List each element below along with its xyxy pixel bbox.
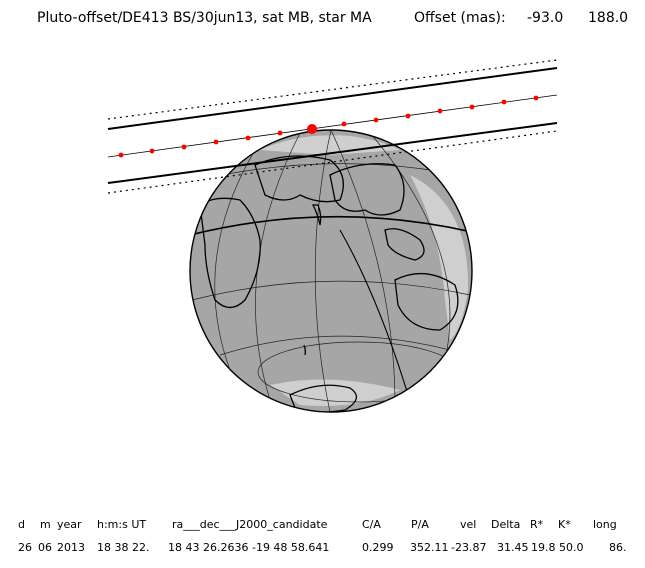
col-header: R* xyxy=(530,518,544,531)
track-dot xyxy=(213,139,219,145)
cell: 86. xyxy=(609,541,627,554)
cell: 50.0 xyxy=(559,541,584,554)
track-dot xyxy=(469,104,475,110)
offset-y: 188.0 xyxy=(588,10,629,26)
title: Pluto-offset/DE413 BS/30jun13, sat MB, s… xyxy=(37,10,372,26)
col-header: vel xyxy=(460,518,477,531)
offset-x: -93.0 xyxy=(527,10,564,26)
track-dot xyxy=(437,108,443,114)
track-dot xyxy=(405,113,411,119)
col-header: Delta xyxy=(491,518,521,531)
track-dot xyxy=(533,95,539,101)
col-header: ra___dec___J2000_candidate xyxy=(172,518,328,531)
offset-label: Offset (mas): xyxy=(414,10,506,26)
cell: 18 43 26.2636 -19 48 58.641 xyxy=(168,541,330,554)
cell: 31.45 xyxy=(497,541,529,554)
closest-approach-dot xyxy=(307,124,317,134)
col-header: K* xyxy=(558,518,571,531)
col-header: d xyxy=(18,518,25,531)
earth-globe xyxy=(189,129,473,413)
col-header: year xyxy=(57,518,82,531)
track-markers xyxy=(118,95,539,158)
cell: 19.8 xyxy=(531,541,556,554)
track-dot xyxy=(501,99,507,105)
track-dot xyxy=(373,117,379,123)
col-header: C/A xyxy=(362,518,381,531)
cell: 18 38 22. xyxy=(97,541,150,554)
track-dot xyxy=(118,152,124,158)
col-header: m xyxy=(40,518,51,531)
col-header: P/A xyxy=(411,518,429,531)
cell: 352.11 xyxy=(410,541,449,554)
cell: 26 xyxy=(18,541,32,554)
track-dot xyxy=(277,130,283,136)
cell: 2013 xyxy=(57,541,85,554)
track-dot xyxy=(149,148,155,154)
track-dot xyxy=(341,121,347,127)
track-dot xyxy=(181,144,187,150)
table-header-row: d m year h:m:s UT ra___dec___J2000_candi… xyxy=(0,518,645,534)
cell: 06 xyxy=(38,541,52,554)
table-value-row: 26 06 2013 18 38 22. 18 43 26.2636 -19 4… xyxy=(0,541,645,557)
track-dot xyxy=(245,135,251,141)
col-header: h:m:s UT xyxy=(97,518,147,531)
cell: 0.299 xyxy=(362,541,394,554)
cell: -23.87 xyxy=(451,541,487,554)
col-header: long xyxy=(593,518,617,531)
header: Pluto-offset/DE413 BS/30jun13, sat MB, s… xyxy=(0,10,645,32)
